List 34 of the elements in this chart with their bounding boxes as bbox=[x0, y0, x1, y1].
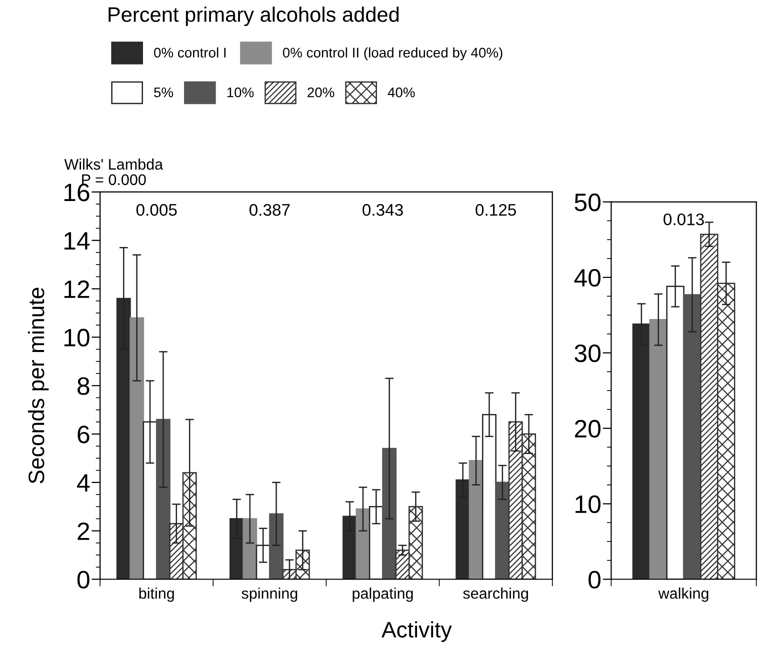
annotation: 0.125 bbox=[476, 204, 516, 216]
legend-label: 20% bbox=[308, 87, 334, 98]
y-tick-label: 8 bbox=[78, 377, 90, 395]
x-tick-label: spinning bbox=[242, 588, 298, 602]
y-tick-label: 30 bbox=[574, 344, 601, 362]
annotation: 0.343 bbox=[362, 204, 403, 216]
legend-title: Percent primary alcohols added bbox=[108, 6, 399, 26]
y-tick-label: 10 bbox=[576, 495, 601, 514]
legend-label: 10% bbox=[227, 87, 254, 98]
y-tick-label: 14 bbox=[64, 232, 90, 250]
legend-label: 0% control I bbox=[154, 47, 226, 58]
y-tick-label: 4 bbox=[77, 474, 90, 492]
annotation: 0.387 bbox=[249, 204, 290, 216]
x-tick-label: walking bbox=[658, 588, 708, 602]
legend-label: 40% bbox=[388, 87, 415, 98]
x-axis-title: Activity bbox=[382, 621, 452, 642]
y-tick-label: 50 bbox=[574, 194, 601, 212]
y-tick-label: 20 bbox=[574, 420, 601, 438]
y-tick-label: 0 bbox=[588, 570, 600, 589]
legend-label: 0% control II (load reduced by 40%) bbox=[282, 47, 502, 60]
y-tick-label: 2 bbox=[78, 522, 90, 540]
y-axis-title: Seconds per minute bbox=[28, 288, 49, 484]
x-tick-label: searching bbox=[463, 588, 528, 602]
legend-label: 5% bbox=[154, 88, 174, 98]
y-tick-label: 0 bbox=[77, 570, 90, 589]
y-tick-label: 12 bbox=[64, 280, 90, 298]
y-tick-label: 16 bbox=[64, 184, 90, 202]
y-tick-label: 10 bbox=[64, 328, 90, 347]
y-tick-label: 40 bbox=[574, 268, 601, 287]
annotation: 0.005 bbox=[136, 204, 177, 216]
y-tick-label: 6 bbox=[78, 426, 90, 444]
x-tick-label: palpating bbox=[352, 588, 413, 602]
x-tick-label: biting bbox=[139, 588, 174, 602]
annotation: 0.013 bbox=[664, 213, 704, 226]
